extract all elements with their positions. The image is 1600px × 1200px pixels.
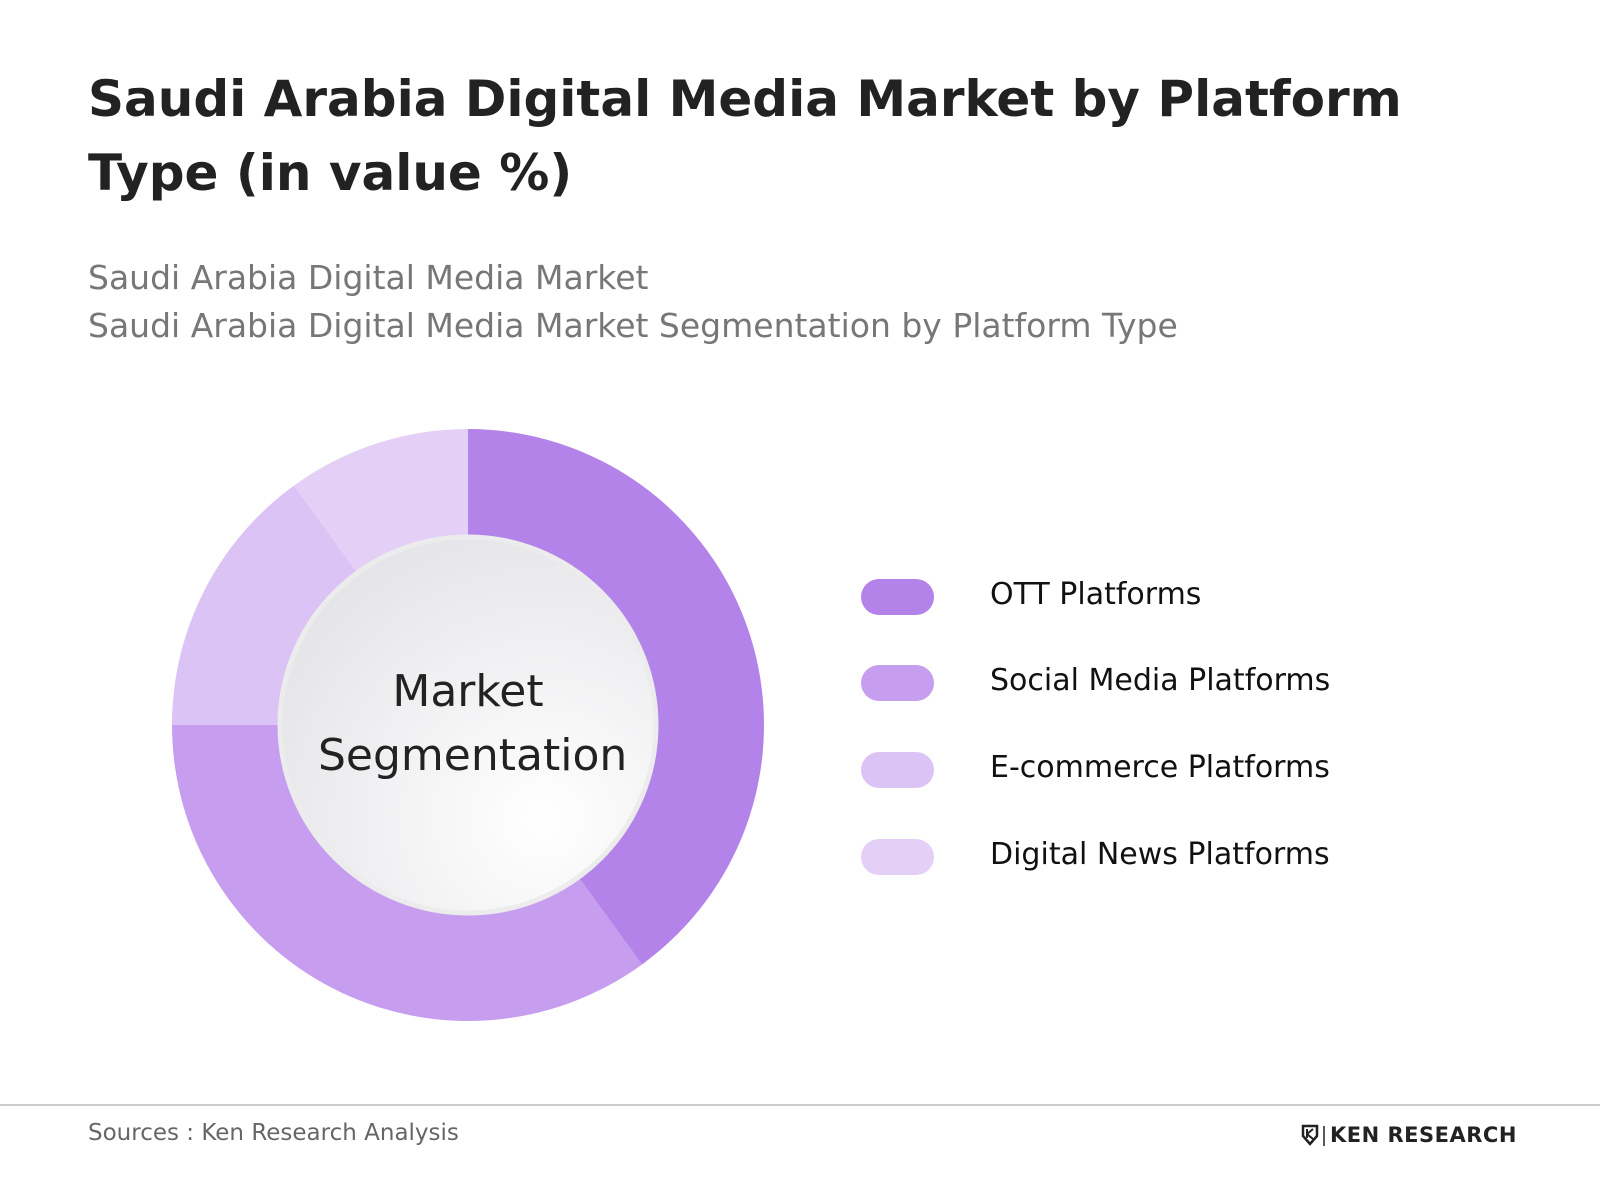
legend-swatch <box>861 752 934 788</box>
center-disc <box>277 534 659 916</box>
chart-title: Saudi Arabia Digital Media Market by Pla… <box>88 70 1402 202</box>
legend-swatch <box>861 665 934 701</box>
subtitle: Saudi Arabia Digital Media Market Segmen… <box>88 306 1178 345</box>
legend-label: OTT Platforms <box>990 577 1202 612</box>
legend-swatch <box>861 579 934 615</box>
logo-icon <box>1301 1124 1325 1146</box>
center-label: Market Segmentation <box>318 666 628 781</box>
logo-text: KEN RESEARCH <box>1330 1123 1517 1147</box>
legend-label: E-commerce Platforms <box>990 750 1330 785</box>
subtitle: Saudi Arabia Digital Media Market <box>88 258 649 297</box>
legend-swatch <box>861 839 934 875</box>
source-note: Sources : Ken Research Analysis <box>88 1120 459 1146</box>
legend-label: Digital News Platforms <box>990 837 1330 872</box>
legend-label: Social Media Platforms <box>990 663 1331 698</box>
